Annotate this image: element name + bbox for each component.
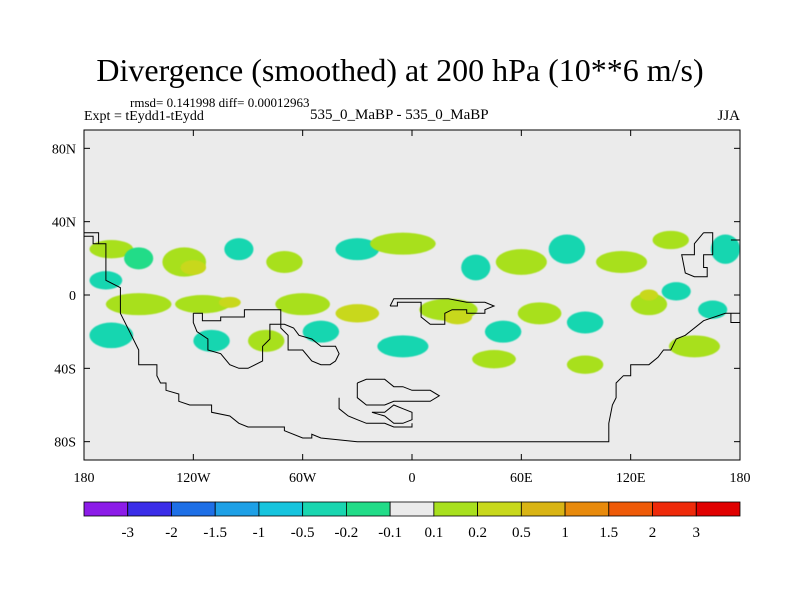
x-tick-label: 180 [74, 471, 95, 486]
field-blob-0.2 [668, 335, 720, 358]
colorbar-label: -3 [121, 525, 134, 541]
field-blob-0.2 [370, 232, 436, 255]
chart-subtitle: 535_0_MaBP - 535_0_MaBP [310, 107, 489, 123]
x-tick-label: 0 [409, 471, 416, 486]
coastline-5 [338, 397, 413, 428]
field-blob--0.2 [461, 254, 491, 281]
field-blob--0.2 [698, 300, 728, 319]
colorbar-swatch [345, 501, 391, 517]
coastline-4 [371, 404, 413, 424]
field-blob--0.2 [661, 282, 691, 301]
field-blob--0.2 [377, 335, 429, 358]
field-blob--0.2 [302, 320, 340, 343]
x-tick-label: 180 [730, 471, 751, 486]
field-blob--0.2 [484, 320, 522, 343]
colorbar-swatch [127, 501, 172, 517]
colorbar-label: 1 [561, 525, 569, 541]
colorbar-swatch [389, 501, 435, 517]
field-blob-0.2 [248, 329, 285, 352]
colorbar-label: 0.2 [468, 525, 487, 541]
field-blob--0.2 [335, 238, 380, 261]
field-blob-0.2 [517, 302, 562, 325]
field-blob-0.2 [652, 230, 689, 250]
stats-text: rmsd= 0.141998 diff= 0.00012963 [130, 95, 310, 110]
colorbar-label: -1.5 [203, 525, 227, 541]
field-blob-0.2 [275, 293, 330, 316]
coastline-6 [84, 232, 100, 244]
colorbar-swatch [302, 501, 347, 517]
field-blob-0.5 [180, 260, 207, 275]
x-tick-label: 60E [510, 471, 533, 486]
colorbar: -3 -2 -1.5 -1 -0.5 -0.2 -0.1 0.1 0.2 0.5 1 1.5 2 3 [83, 501, 741, 541]
field-blob--0.2 [566, 311, 604, 334]
field-blob-0.5 [639, 289, 659, 301]
coastline-3 [356, 378, 441, 406]
colorbar-label: 2 [649, 525, 657, 541]
colorbar-label: 0.1 [424, 525, 443, 541]
field-blob--0.2 [224, 238, 254, 261]
y-tick-label: 40S [54, 362, 76, 377]
field-blob--0.2 [710, 234, 740, 264]
field-blob-0.2 [105, 293, 172, 316]
colorbar-swatch [214, 501, 260, 517]
colorbar-swatch [171, 501, 216, 517]
colorbar-label: -0.2 [335, 525, 359, 541]
coastline-layer [84, 232, 740, 443]
field-blob-0.5 [335, 304, 380, 323]
field-blob-0.2 [596, 251, 648, 273]
colorbar-label: 1.5 [599, 525, 618, 541]
colorbar-swatch [433, 501, 479, 517]
colorbar-swatch [564, 501, 610, 517]
field-blob-0.2 [472, 350, 516, 369]
colorbar-label: -2 [165, 525, 178, 541]
coastline-0 [84, 235, 740, 443]
chart-title: Divergence (smoothed) at 200 hPa (10**6 … [96, 52, 704, 88]
field-blob--0.2 [548, 234, 586, 264]
colorbar-label: 0.5 [512, 525, 531, 541]
y-tick-label: 80N [52, 142, 76, 157]
colorbar-label: -0.5 [291, 525, 315, 541]
field-blob-0.5 [218, 296, 241, 308]
colorbar-swatch [477, 501, 522, 517]
x-tick-label: 120E [616, 471, 646, 486]
colorbar-swatch [652, 501, 697, 517]
y-tick-label: 40N [52, 216, 76, 231]
field-blob-0.2 [495, 249, 547, 275]
x-tick-label: 120W [176, 471, 211, 486]
field-blob-0.5 [442, 309, 473, 325]
divergence-field-layer [89, 230, 740, 374]
axes-layer: 180 120W 60W 0 60E 120E 180 80S 40S 0 40N 80N [52, 130, 751, 486]
y-tick-label: 80S [54, 436, 76, 451]
colorbar-swatch [520, 501, 566, 517]
colorbar-swatch [258, 501, 304, 517]
colorbar-label: -1 [253, 525, 266, 541]
field-blob-0.2 [566, 355, 604, 374]
colorbar-label: -0.1 [378, 525, 402, 541]
field-blob-0.2 [630, 293, 668, 316]
colorbar-swatch [83, 501, 129, 517]
colorbar-swatch [695, 501, 741, 517]
experiment-label: Expt = tEydd1-tEydd [84, 109, 204, 124]
coastline-9 [730, 313, 740, 323]
field-blob-0.2 [89, 240, 134, 259]
field-blob-0.2 [175, 295, 230, 314]
coastline-2 [389, 298, 496, 325]
coastline-1 [192, 309, 340, 369]
y-tick-label: 0 [69, 289, 76, 304]
field-blob-0.2 [266, 251, 303, 273]
season-label: JJA [717, 108, 740, 124]
field-blob--0.2 [89, 322, 134, 349]
field-blob--0.1 [124, 247, 154, 270]
colorbar-swatch [608, 501, 653, 517]
x-tick-label: 60W [289, 471, 317, 486]
coastline-7 [681, 232, 714, 278]
colorbar-label: 3 [693, 525, 701, 541]
